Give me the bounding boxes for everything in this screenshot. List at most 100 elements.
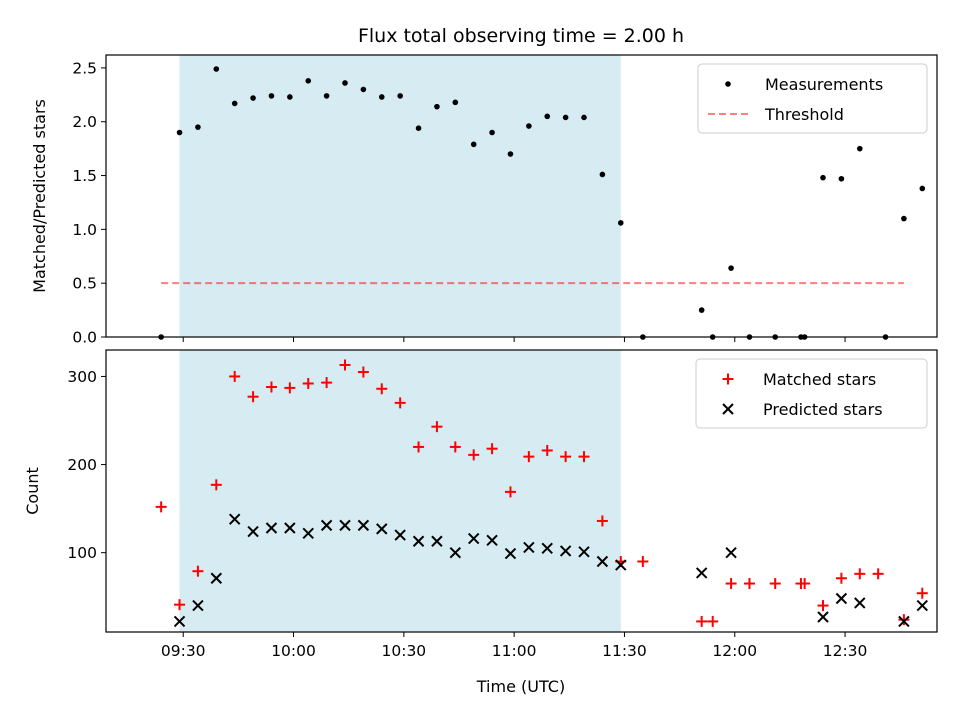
top-axes-frame bbox=[105, 54, 938, 338]
legend-plus-glyph bbox=[722, 373, 734, 385]
top-ylabel: Matched/Predicted stars bbox=[30, 99, 49, 293]
top-ytick-tick-label: 2.0 bbox=[72, 113, 97, 131]
predicted-star-point bbox=[431, 535, 443, 547]
measurement-point bbox=[434, 103, 440, 110]
matched-star-point bbox=[174, 599, 186, 611]
measurement-point bbox=[617, 220, 624, 226]
top-highlight-span bbox=[179, 55, 621, 337]
matched-star-point bbox=[769, 578, 781, 590]
measurement-point bbox=[728, 265, 734, 271]
matched-star-point bbox=[817, 600, 829, 612]
predicted-star-point bbox=[449, 546, 462, 559]
measurement-point bbox=[195, 124, 201, 130]
matched-star-point bbox=[284, 382, 296, 394]
predicted-star-point bbox=[284, 522, 296, 534]
measurement-point bbox=[268, 93, 275, 99]
matched-star-point bbox=[247, 391, 259, 403]
top-ytick-tick-label: 0.5 bbox=[72, 275, 97, 293]
predicted-star-point bbox=[596, 555, 609, 568]
measurement-point bbox=[176, 129, 183, 136]
bottom-xlabel: Time (UTC) bbox=[476, 677, 565, 696]
bottom-xtick-label: 12:30 bbox=[823, 642, 868, 660]
predicted-star-point bbox=[357, 519, 370, 532]
predicted-star-point bbox=[559, 545, 572, 557]
measurement-point bbox=[581, 114, 587, 121]
matched-star-point bbox=[265, 381, 277, 393]
matched-star-point bbox=[560, 451, 572, 463]
predicted-star-point bbox=[228, 513, 241, 525]
measurement-point bbox=[250, 95, 256, 101]
matched-star-point bbox=[898, 614, 910, 626]
matched-star-point bbox=[743, 578, 755, 590]
predicted-star-point bbox=[835, 592, 848, 605]
bottom-legend-box bbox=[695, 358, 928, 429]
matched-star-point bbox=[357, 366, 369, 378]
measurement-point bbox=[397, 93, 403, 99]
predicted-star-point bbox=[504, 547, 517, 560]
bottom-xtick-label: 09:30 bbox=[161, 642, 206, 660]
matched-star-point bbox=[339, 359, 351, 371]
bottom-xtick-label: 10:30 bbox=[382, 642, 427, 660]
matched-star-point bbox=[707, 615, 719, 627]
matched-star-point bbox=[596, 515, 608, 527]
legend-label-matched: Matched stars bbox=[763, 370, 876, 389]
matched-star-point bbox=[872, 568, 884, 580]
predicted-star-point bbox=[695, 567, 708, 579]
predicted-star-point bbox=[725, 546, 737, 559]
predicted-star-point bbox=[898, 615, 910, 628]
matched-star-point bbox=[413, 441, 425, 453]
bottom-xtick-label: 10:00 bbox=[271, 642, 316, 660]
measurement-point bbox=[213, 66, 220, 72]
measurement-point bbox=[919, 185, 926, 192]
measurement-point bbox=[526, 123, 532, 129]
bottom-xtick-label: 11:00 bbox=[492, 642, 537, 660]
measurement-point bbox=[360, 86, 367, 93]
predicted-star-point bbox=[394, 529, 406, 541]
predicted-star-point bbox=[302, 527, 314, 540]
predicted-star-point bbox=[541, 542, 553, 554]
matched-star-point bbox=[523, 451, 535, 463]
matched-star-point bbox=[799, 578, 811, 590]
bottom-xtick-label: 12:00 bbox=[712, 642, 757, 660]
legend-label-measurements: Measurements bbox=[765, 75, 883, 94]
matched-star-point bbox=[449, 441, 461, 453]
legend-marker-predicted bbox=[722, 403, 734, 415]
matched-star-point bbox=[696, 615, 708, 627]
measurement-point bbox=[698, 307, 705, 313]
measurement-point bbox=[452, 99, 459, 106]
measurement-point bbox=[544, 113, 551, 120]
matched-star-point bbox=[637, 556, 649, 567]
measurement-point bbox=[562, 114, 569, 121]
measurement-point bbox=[323, 93, 330, 99]
bottom-panel: 100 200 300 09:30 10:00 10:30 11:00 11:30 12:00… bbox=[23, 349, 938, 696]
matched-star-point bbox=[376, 383, 388, 395]
top-ytick-tick-label: 2.5 bbox=[72, 59, 97, 77]
matched-star-point bbox=[854, 568, 866, 580]
predicted-star-point bbox=[192, 599, 204, 612]
top-ytick-tick-label: 1.5 bbox=[72, 167, 97, 185]
predicted-star-point bbox=[817, 611, 829, 623]
predicted-star-point bbox=[412, 535, 425, 547]
matched-star-point bbox=[835, 572, 847, 584]
bottom-ytick-tick-label: 200 bbox=[67, 456, 97, 474]
matched-star-point bbox=[486, 443, 498, 455]
measurement-point bbox=[342, 80, 348, 86]
bottom-ytick-tick-label: 100 bbox=[67, 544, 97, 562]
measurement-point bbox=[470, 141, 477, 148]
bottom-ylabel: Count bbox=[23, 467, 42, 515]
predicted-star-point bbox=[523, 541, 535, 554]
predicted-star-point bbox=[486, 534, 498, 547]
bottom-xtick-label: 11:30 bbox=[602, 642, 647, 660]
legend-marker-matched bbox=[722, 373, 734, 385]
matched-star-point bbox=[725, 578, 737, 590]
matched-star-point bbox=[321, 377, 333, 389]
measurement-point bbox=[599, 171, 606, 178]
matched-star-point bbox=[431, 421, 443, 433]
matched-star-point bbox=[468, 449, 480, 461]
measurement-point bbox=[231, 100, 238, 107]
bottom-axes-frame bbox=[105, 349, 938, 633]
predicted-star-point bbox=[210, 572, 223, 584]
predicted-star-point bbox=[916, 599, 928, 612]
measurement-point bbox=[838, 175, 845, 182]
legend-label-threshold: Threshold bbox=[764, 105, 844, 124]
